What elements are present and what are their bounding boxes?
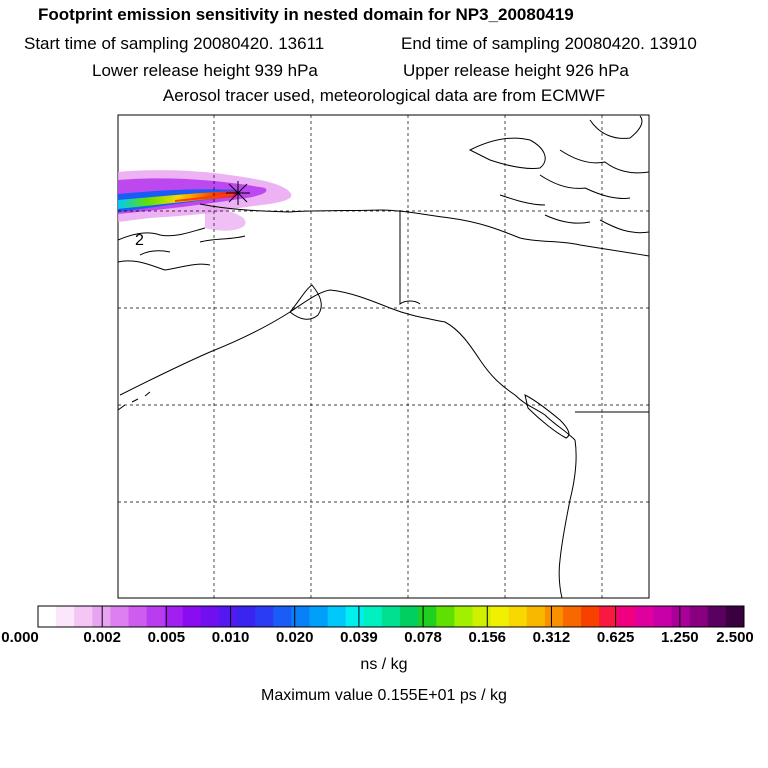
colorbar-swatch (291, 606, 311, 627)
colorbar-swatch (38, 606, 57, 627)
colorbar-tick-label: 0.156 (468, 629, 507, 646)
colorbar-swatch (237, 606, 256, 627)
release-marker-label: 2 (135, 232, 144, 249)
colorbar-swatch (617, 606, 636, 627)
colorbar-swatch (219, 606, 238, 627)
lower-release-label: Lower release height 939 hPa (92, 61, 318, 80)
graticule (118, 115, 649, 598)
colorbar-swatch (544, 606, 564, 627)
colorbar-tick-label: 1.250 (661, 629, 699, 646)
colorbar-swatch (689, 606, 709, 627)
colorbar-swatch (725, 606, 745, 627)
colorbar-swatch (707, 606, 727, 627)
footprint-plume (118, 170, 292, 231)
colorbar-swatch (472, 606, 492, 627)
colorbar-swatch (381, 606, 401, 627)
colorbar-swatch (110, 606, 130, 627)
colorbar-swatch (653, 606, 673, 627)
upper-release-label: Upper release height 926 hPa (403, 61, 629, 80)
colorbar-swatch (400, 606, 419, 627)
colorbar-tick-label: 2.500 (716, 629, 754, 646)
colorbar-swatch (671, 606, 691, 627)
colorbar-swatch (581, 606, 600, 627)
colorbar-tick-label: 0.039 (340, 629, 378, 646)
colorbar-swatch (200, 606, 220, 627)
coastlines (118, 115, 649, 598)
colorbar-tick-label: 0.010 (211, 629, 250, 646)
max-value-label: Maximum value 0.155E+01 ps / kg (261, 687, 507, 704)
colorbar-swatch (345, 606, 365, 627)
colorbar-swatch (418, 606, 437, 627)
colorbar-tick-label: 0.078 (404, 629, 442, 646)
colorbar-swatch (309, 606, 329, 627)
colorbar-tick-label: 0.000 (1, 629, 39, 646)
colorbar-swatch (146, 606, 166, 627)
colorbar-border (37, 605, 745, 628)
colorbar (37, 605, 745, 628)
colorbar-swatch (454, 606, 473, 627)
colorbar-tick-label: 0.312 (532, 629, 571, 646)
release-point-icon (226, 181, 250, 205)
colorbar-tick-label: 0.002 (83, 629, 121, 646)
colorbar-tick-label: 0.020 (275, 629, 314, 646)
start-time-label: Start time of sampling 20080420. 13611 (24, 34, 325, 53)
colorbar-swatch (56, 606, 75, 627)
colorbar-swatch (363, 606, 383, 627)
colorbar-tick-label: 0.005 (147, 629, 186, 646)
colorbar-swatch (490, 606, 510, 627)
colorbar-swatch (327, 606, 347, 627)
colorbar-swatch (74, 606, 93, 627)
units-label: ns / kg (360, 656, 408, 673)
colorbar-swatch (128, 606, 148, 627)
colorbar-swatch (92, 606, 111, 627)
colorbar-swatch (273, 606, 292, 627)
colorbar-swatch (526, 606, 546, 627)
colorbar-swatch (635, 606, 654, 627)
colorbar-swatch (164, 606, 184, 627)
colorbar-swatch (562, 606, 582, 627)
borders (399, 210, 649, 413)
colorbar-swatch (255, 606, 274, 627)
colorbar-swatch (508, 606, 528, 627)
colorbar-swatch (182, 606, 202, 627)
tracer-info-label: Aerosol tracer used, meteorological data… (162, 86, 606, 105)
colorbar-swatch (436, 606, 455, 627)
colorbar-tick-label: 0.625 (596, 629, 635, 646)
colorbar-swatch (599, 606, 618, 627)
plot-title: Footprint emission sensitivity in nested… (38, 5, 574, 24)
end-time-label: End time of sampling 20080420. 13910 (401, 34, 697, 53)
